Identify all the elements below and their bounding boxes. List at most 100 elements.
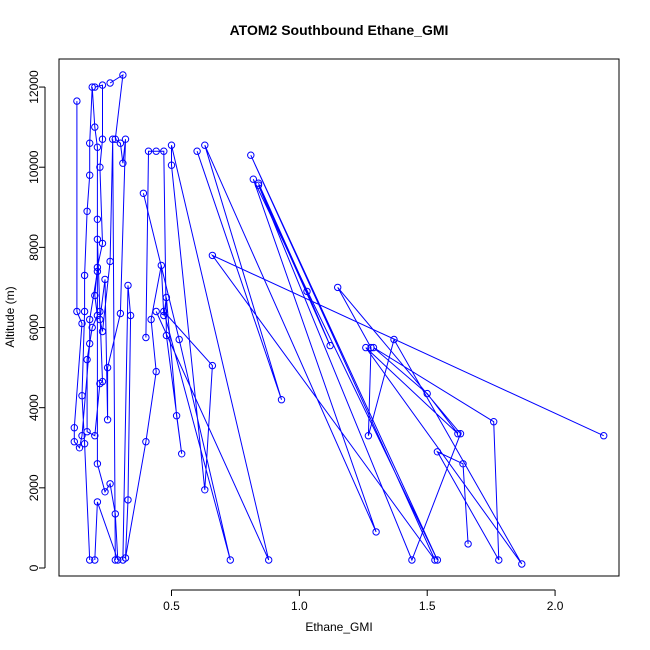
data-point [96, 315, 104, 324]
data-point [78, 319, 86, 328]
data-point [83, 207, 91, 216]
data-point [98, 377, 107, 386]
data-point [124, 496, 132, 504]
data-point [433, 448, 442, 456]
data-point [144, 147, 153, 155]
data-point [167, 161, 176, 169]
data-point [201, 141, 209, 149]
data-point [73, 307, 81, 316]
data-point [93, 311, 102, 320]
data-point [70, 438, 79, 446]
data-point [116, 309, 125, 318]
data-point [91, 83, 99, 91]
data-point [208, 251, 217, 260]
data-point [167, 141, 176, 149]
data-point [142, 333, 150, 342]
data-point [96, 307, 104, 316]
data-point [433, 556, 442, 564]
data-point [362, 343, 370, 352]
data-point [326, 341, 334, 350]
y-tick-label: 0 [27, 564, 41, 571]
series-line-6 [196, 144, 604, 561]
data-point [265, 556, 273, 564]
data-point [456, 430, 465, 438]
data-point [98, 239, 107, 248]
data-point [160, 311, 168, 320]
data-point [93, 215, 102, 224]
data-point [147, 315, 155, 324]
data-point [142, 438, 150, 446]
data-point [367, 343, 375, 352]
data-point [88, 83, 96, 91]
data-point [152, 307, 160, 316]
series-lines [73, 74, 604, 565]
y-tick-label: 12000 [27, 70, 41, 104]
data-point [124, 281, 132, 290]
data-point [408, 556, 416, 564]
data-point [247, 151, 255, 159]
y-tick-label: 8000 [27, 234, 41, 261]
data-point [114, 556, 122, 564]
data-point [93, 460, 102, 468]
data-point [126, 311, 135, 320]
data-point [101, 488, 109, 496]
data-point [303, 287, 311, 296]
data-point [75, 444, 84, 452]
x-tick-label: 2.0 [547, 599, 564, 613]
data-point [162, 293, 171, 302]
data-point [93, 235, 102, 244]
data-point [116, 139, 125, 147]
data-point [93, 267, 102, 276]
data-point [111, 135, 120, 143]
data-point [459, 460, 467, 468]
data-point [372, 528, 380, 536]
data-point [91, 432, 99, 440]
data-point [600, 432, 608, 440]
data-point [98, 327, 107, 336]
x-axis: 0.5 1.0 1.5 2.0 [163, 589, 564, 613]
y-tick-label: 6000 [27, 314, 41, 341]
plot-frame [58, 58, 620, 577]
data-point [86, 339, 94, 348]
data-point [83, 428, 91, 436]
data-point [152, 147, 160, 155]
series-line-5 [142, 145, 270, 561]
data-point [160, 147, 168, 155]
data-point [178, 450, 186, 458]
series-line-3 [99, 74, 126, 561]
y-tick-label: 10000 [27, 150, 41, 184]
data-point [119, 159, 127, 167]
x-axis-label: Ethane_GMI [305, 620, 372, 634]
data-point [277, 396, 286, 404]
y-axis-label: Altitude (m) [3, 286, 17, 347]
series-line-2 [86, 84, 119, 561]
data-point [93, 498, 102, 506]
data-point [98, 81, 107, 89]
data-point [201, 486, 209, 494]
data-point [160, 307, 168, 316]
x-tick-label: 1.5 [419, 599, 436, 613]
data-point [101, 275, 109, 284]
data-point [162, 331, 171, 340]
x-tick-label: 1.0 [291, 599, 308, 613]
data-point [93, 263, 102, 272]
data-point [78, 432, 86, 440]
data-point [208, 361, 217, 370]
data-point [111, 510, 120, 518]
data-point [490, 418, 498, 426]
data-point [121, 554, 130, 562]
data-point [91, 291, 99, 300]
data-point [98, 135, 107, 143]
data-point [78, 392, 86, 400]
data-point [157, 261, 166, 270]
data-point [334, 283, 342, 292]
data-point [193, 147, 201, 155]
data-point [80, 271, 89, 280]
x-tick-label: 0.5 [163, 599, 180, 613]
data-point [86, 171, 94, 179]
data-point [175, 335, 183, 344]
data-point [103, 416, 112, 424]
data-point [93, 143, 102, 151]
data-point [91, 556, 99, 564]
